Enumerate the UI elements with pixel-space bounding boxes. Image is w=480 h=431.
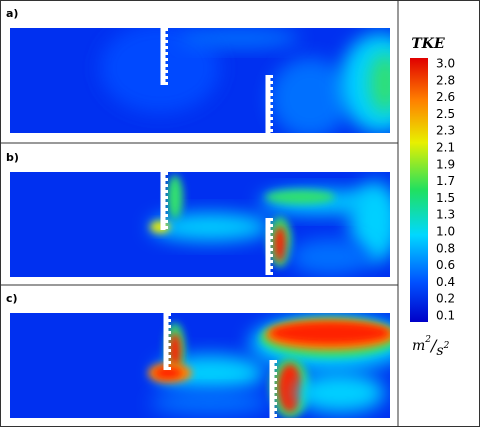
- field-blob: [370, 53, 390, 113]
- field-blob: [150, 213, 270, 241]
- field-blob: [295, 373, 385, 413]
- field-blob: [180, 28, 300, 48]
- colorbar: [410, 58, 428, 322]
- colorbar-tick-label: 2.3: [436, 124, 455, 138]
- colorbar-tick-label: 2.5: [436, 107, 455, 121]
- panel-label: c): [6, 292, 18, 305]
- field-blob: [270, 322, 390, 344]
- colorbar-tick-label: 2.8: [436, 73, 455, 87]
- colorbar-tick-label: 1.3: [436, 208, 455, 222]
- field-blob: [167, 175, 183, 219]
- contour-plot: [10, 172, 390, 277]
- field-blob: [150, 391, 270, 415]
- field-blob: [154, 367, 182, 379]
- colorbar-tick-label: 0.1: [436, 309, 455, 323]
- field-blob: [100, 28, 220, 113]
- field-blob: [274, 226, 286, 262]
- field-blob: [270, 58, 350, 133]
- colorbar-tick-label: 1.9: [436, 157, 455, 171]
- colorbar-tick-label: 1.0: [436, 225, 455, 239]
- contour-plot: [10, 28, 390, 133]
- colorbar-tick-label: 1.5: [436, 191, 455, 205]
- field-blob: [278, 364, 302, 412]
- colorbar-tick-label: 0.2: [436, 292, 455, 306]
- contour-plot: [10, 313, 390, 418]
- panel-label: b): [6, 151, 19, 164]
- field-blob: [265, 190, 335, 204]
- colorbar-tick-label: 3.0: [436, 57, 455, 71]
- unit: m2/s2: [412, 335, 450, 360]
- colorbar-tick-label: 1.7: [436, 174, 455, 188]
- colorbar-title: TKE: [411, 36, 445, 52]
- field-blob: [350, 182, 390, 262]
- colorbar-tick-label: 2.1: [436, 141, 455, 155]
- colorbar-tick-label: 0.6: [436, 258, 455, 272]
- field-blob: [169, 333, 181, 369]
- colorbar-tick-label: 0.8: [436, 241, 455, 255]
- field-blob: [290, 239, 370, 275]
- colorbar-tick-label: 2.6: [436, 90, 455, 104]
- colorbar-tick-label: 0.4: [436, 275, 455, 289]
- panel-label: a): [6, 7, 18, 20]
